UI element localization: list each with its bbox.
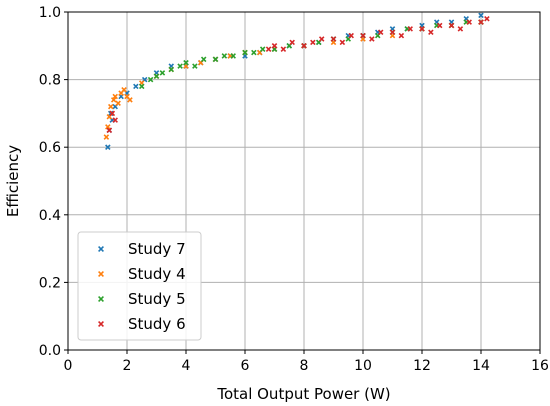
y-tick-label: 0.8: [39, 73, 61, 89]
data-point: [265, 46, 272, 52]
data-point: [318, 36, 325, 42]
data-point: [478, 19, 484, 25]
data-point: [436, 22, 443, 29]
legend-marker: [98, 321, 104, 327]
data-point: [121, 86, 127, 93]
data-point: [168, 66, 175, 73]
x-tick-label: 8: [300, 358, 309, 374]
data-point: [109, 110, 116, 117]
x-axis-label: Total Output Power (W): [216, 385, 390, 403]
data-point: [419, 26, 425, 32]
legend-item: Study 5: [98, 290, 186, 308]
data-point: [192, 63, 198, 69]
data-point: [230, 53, 236, 59]
data-point: [115, 100, 121, 107]
legend-marker: [98, 246, 104, 252]
y-tick-label: 0.4: [39, 208, 61, 224]
data-point: [105, 124, 111, 130]
data-point: [369, 36, 375, 42]
data-point: [112, 93, 118, 100]
data-point: [271, 43, 278, 49]
data-point: [348, 32, 354, 39]
legend-label: Study 7: [128, 240, 186, 258]
x-tick-label: 4: [182, 358, 191, 374]
legend-marker: [98, 271, 104, 277]
data-point: [147, 76, 154, 83]
data-point: [138, 83, 145, 90]
data-point: [301, 43, 307, 49]
data-point: [159, 70, 166, 76]
data-point: [110, 97, 117, 103]
x-tick-label: 0: [64, 358, 73, 374]
x-tick-label: 10: [354, 358, 372, 374]
data-point: [428, 29, 434, 36]
data-point: [339, 39, 346, 46]
legend-label: Study 4: [128, 265, 186, 283]
legend-box: [77, 231, 202, 341]
data-points: [103, 12, 490, 150]
data-point: [377, 29, 384, 36]
data-point: [242, 49, 248, 56]
series-study-6: [106, 15, 490, 134]
data-point: [280, 46, 287, 52]
x-tick-label: 14: [472, 358, 490, 374]
data-point: [183, 59, 189, 66]
series-study-5: [138, 19, 484, 90]
data-point: [103, 134, 110, 140]
legend-item: Study 7: [98, 240, 186, 258]
data-point: [177, 63, 183, 69]
data-point: [478, 12, 484, 19]
data-point: [251, 49, 257, 56]
y-tick-label: 0.0: [39, 343, 61, 359]
axis-ticks: 0 2 4 6 8 10 12 14 16 0.0 0.2 0.4 0.6 0.8 1.0: [39, 5, 549, 374]
data-point: [153, 73, 160, 79]
data-point: [127, 97, 133, 103]
data-point: [398, 32, 405, 39]
data-point: [389, 29, 396, 36]
data-point: [448, 22, 455, 29]
legend-item: Study 6: [98, 315, 186, 333]
y-tick-label: 0.2: [39, 275, 61, 291]
data-point: [330, 36, 337, 42]
legend-item: Study 4: [98, 265, 186, 283]
data-point: [310, 39, 316, 46]
x-tick-label: 16: [531, 358, 549, 374]
y-tick-label: 1.0: [39, 5, 61, 21]
y-axis-label: Efficiency: [4, 145, 22, 217]
data-point: [221, 53, 228, 59]
data-point: [457, 26, 464, 32]
data-point: [259, 46, 266, 52]
x-tick-label: 2: [123, 358, 132, 374]
x-tick-label: 12: [413, 358, 431, 374]
data-point: [106, 127, 113, 134]
data-point: [407, 26, 413, 32]
legend-marker: [98, 296, 104, 302]
legend-label: Study 5: [128, 290, 186, 308]
data-point: [108, 103, 114, 110]
legend-label: Study 6: [128, 315, 186, 333]
data-point: [200, 56, 207, 63]
data-point: [133, 83, 139, 90]
x-tick-label: 6: [241, 358, 250, 374]
data-point: [289, 39, 295, 46]
data-point: [360, 32, 366, 39]
series-study-7: [105, 12, 484, 150]
data-point: [112, 117, 118, 123]
data-point: [108, 110, 114, 117]
y-tick-label: 0.6: [39, 140, 61, 156]
data-point: [484, 15, 490, 22]
data-point: [212, 56, 219, 63]
data-point: [466, 19, 472, 25]
legend: Study 7 Study 4 Study 5 Study 6: [77, 231, 202, 341]
data-point: [105, 144, 111, 150]
